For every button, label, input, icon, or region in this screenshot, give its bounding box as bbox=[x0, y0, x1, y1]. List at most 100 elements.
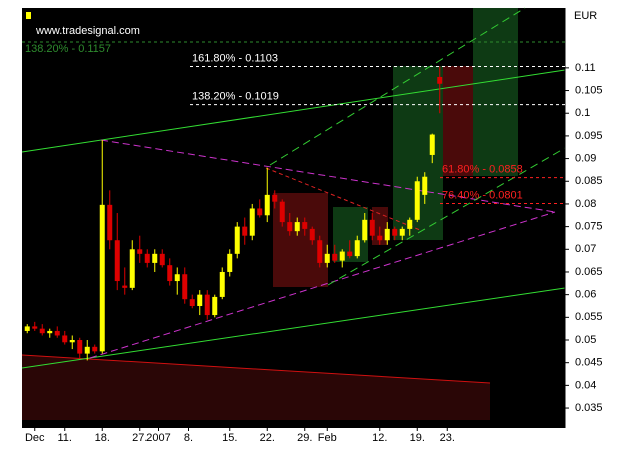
level-label: 76.40% - 0.0801 bbox=[442, 189, 523, 201]
y-tick-label: 0.11 bbox=[575, 62, 596, 74]
level-label: 161.80% - 0.1103 bbox=[192, 52, 278, 64]
candle-body bbox=[129, 249, 135, 288]
y-tick-label: 0.075 bbox=[575, 221, 603, 233]
candle-body bbox=[92, 346, 98, 352]
candle-body bbox=[362, 219, 368, 241]
zone bbox=[473, 8, 518, 176]
trend-line bbox=[327, 147, 566, 286]
y-tick-label: 0.065 bbox=[575, 266, 603, 278]
candle-body bbox=[407, 219, 413, 229]
candle-body bbox=[414, 181, 420, 220]
trend-line bbox=[21, 354, 491, 384]
x-tick-label: 11. bbox=[58, 432, 72, 444]
candle-body bbox=[392, 228, 398, 236]
candle-body bbox=[242, 226, 248, 236]
candle-body bbox=[264, 194, 270, 216]
candle-body bbox=[107, 204, 113, 241]
candle-body bbox=[347, 251, 353, 257]
x-tick-label: 8. bbox=[184, 432, 193, 444]
candle-body bbox=[219, 271, 225, 297]
candle-body bbox=[272, 194, 278, 202]
candle-body bbox=[279, 201, 285, 223]
candle-body bbox=[47, 330, 53, 334]
x-tick-label: Dec bbox=[25, 432, 45, 444]
y-tick-label: 0.105 bbox=[575, 84, 603, 96]
x-tick-label: 15. bbox=[222, 432, 237, 444]
candle-body bbox=[422, 176, 428, 195]
candle-body bbox=[287, 222, 293, 232]
candle-body bbox=[159, 253, 165, 266]
candle-body bbox=[69, 340, 75, 343]
candle-body bbox=[294, 222, 300, 232]
y-tick-label: 0.045 bbox=[575, 357, 603, 369]
y-tick-label: 0.095 bbox=[575, 130, 603, 142]
candle-body bbox=[62, 335, 68, 343]
x-tick-label: 29. bbox=[297, 432, 312, 444]
trend-line bbox=[89, 211, 556, 359]
title-icon bbox=[26, 12, 31, 19]
candle-body bbox=[24, 326, 30, 331]
trend-lines bbox=[21, 7, 566, 384]
x-tick-label: 19. bbox=[410, 432, 425, 444]
subtitle: www.tradesignal.com bbox=[35, 25, 140, 37]
candle-body bbox=[249, 208, 255, 236]
chart-title: SILVERADO GOLD , SLGL.F, Tageschart - 12… bbox=[36, 10, 380, 22]
level-label: 138.20% - 0.1157 bbox=[25, 43, 111, 55]
candle-body bbox=[182, 274, 188, 300]
y-tick-label: 0.08 bbox=[575, 198, 596, 210]
candle-body bbox=[302, 222, 308, 229]
candle-body bbox=[122, 285, 128, 288]
candle-body bbox=[384, 228, 390, 241]
level-label: 138.20% - 0.1019 bbox=[192, 91, 279, 103]
candle-body bbox=[174, 274, 180, 282]
y-tick-label: 0.06 bbox=[575, 289, 596, 301]
y-tick-label: 0.085 bbox=[575, 175, 603, 187]
candle-body bbox=[227, 253, 233, 272]
y-tick-label: 0.09 bbox=[575, 152, 596, 164]
candle-body bbox=[369, 219, 375, 236]
x-tick-label: 22. bbox=[260, 432, 275, 444]
candle-body bbox=[429, 134, 435, 155]
candle-body bbox=[54, 330, 60, 336]
y-tick-label: 0.04 bbox=[575, 379, 596, 391]
candle-body bbox=[324, 253, 330, 263]
y-axis-label: EUR bbox=[574, 10, 597, 22]
candle-body bbox=[39, 328, 45, 334]
candle-body bbox=[167, 265, 173, 282]
candle-body bbox=[339, 251, 345, 261]
candle-body bbox=[212, 296, 218, 316]
candle-body bbox=[197, 294, 203, 306]
candle-body bbox=[437, 76, 443, 84]
y-tick-label: 0.035 bbox=[575, 402, 603, 414]
candle-body bbox=[77, 340, 83, 354]
candle-body bbox=[152, 253, 158, 263]
y-tick-label: 0.1 bbox=[575, 107, 590, 119]
candle-body bbox=[99, 204, 105, 352]
candle-body bbox=[189, 299, 195, 306]
x-tick-label: 2007 bbox=[146, 432, 170, 444]
candle-body bbox=[137, 249, 143, 254]
candle-body bbox=[257, 208, 263, 216]
y-tick-label: 0.05 bbox=[575, 334, 596, 346]
x-tick-label: 23. bbox=[440, 432, 455, 444]
zone bbox=[443, 66, 473, 176]
trend-line bbox=[21, 287, 566, 369]
candle-body bbox=[234, 226, 240, 254]
trend-line bbox=[21, 69, 566, 153]
candle-body bbox=[84, 346, 90, 354]
x-tick-label: Feb bbox=[318, 432, 337, 444]
x-tick-label: 18. bbox=[95, 432, 110, 444]
candle-body bbox=[317, 240, 323, 263]
y-tick-label: 0.055 bbox=[575, 311, 603, 323]
x-tick-label: 27. bbox=[132, 432, 147, 444]
candle-body bbox=[204, 294, 210, 316]
zone bbox=[22, 355, 490, 420]
candle-body bbox=[377, 235, 383, 241]
y-tick-label: 0.07 bbox=[575, 243, 596, 255]
x-tick-label: 12. bbox=[372, 432, 387, 444]
candle-body bbox=[332, 253, 338, 261]
candle-body bbox=[114, 240, 120, 282]
candle-body bbox=[144, 253, 150, 263]
candle-body bbox=[309, 228, 315, 241]
